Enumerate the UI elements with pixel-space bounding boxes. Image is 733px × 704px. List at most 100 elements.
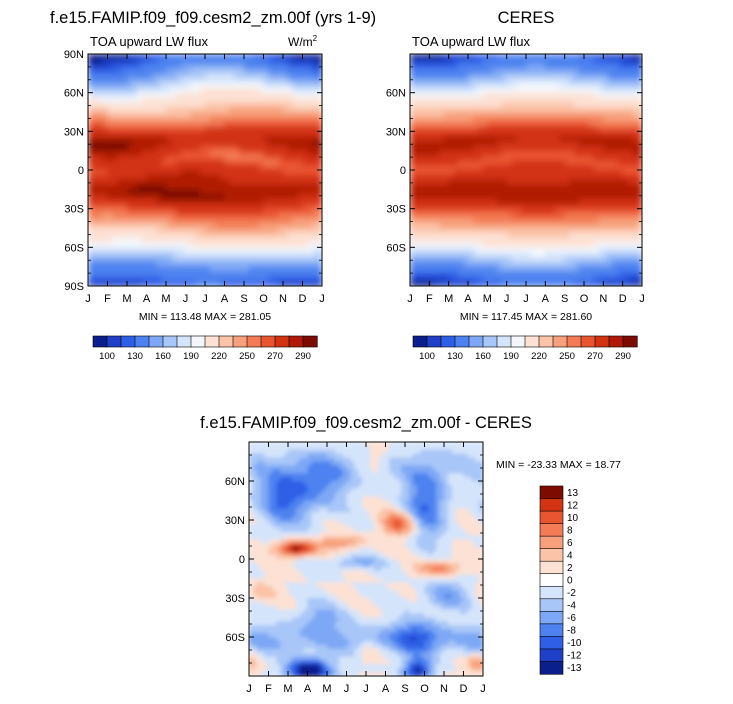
- colorbar-swatch: [580, 335, 596, 348]
- colorbar-swatch: [288, 335, 304, 348]
- y-tick-label: 90S: [64, 281, 84, 293]
- diff-stats: MIN = -23.33 MAX = 18.77: [496, 459, 621, 471]
- colorbar-swatch: [552, 335, 568, 348]
- colorbar-swatch: [539, 623, 564, 637]
- x-tick-label: M: [283, 683, 292, 695]
- model-heatmap: [88, 54, 322, 286]
- colorbar-swatch: [218, 335, 234, 348]
- colorbar-label: -13: [567, 663, 582, 674]
- colorbar-label: 250: [239, 351, 255, 362]
- ceres-subtitle: TOA upward LW flux: [412, 34, 531, 49]
- x-tick-label: J: [202, 293, 208, 305]
- x-tick-label: O: [259, 293, 268, 305]
- x-tick-label: J: [183, 293, 189, 305]
- ceres-stats: MIN = 117.45 MAX = 281.60: [460, 311, 592, 323]
- colorbar-label: 2: [567, 563, 573, 574]
- colorbar-label: 190: [183, 351, 199, 362]
- colorbar-swatch: [260, 335, 276, 348]
- colorbar-swatch: [539, 548, 564, 562]
- x-tick-label: M: [322, 683, 331, 695]
- colorbar-swatch: [594, 335, 610, 348]
- colorbar-label: 290: [615, 351, 631, 362]
- y-tick-label: 60N: [225, 476, 245, 488]
- ceres-heatmap: [410, 54, 642, 286]
- colorbar-label: 130: [447, 351, 463, 362]
- x-tick-label: A: [464, 293, 472, 305]
- colorbar-swatch: [176, 335, 192, 348]
- x-tick-label: J: [319, 293, 325, 305]
- colorbar-swatch: [426, 335, 442, 348]
- x-tick-label: M: [161, 293, 170, 305]
- colorbar-swatch: [539, 661, 564, 675]
- colorbar-swatch: [274, 335, 290, 348]
- colorbar-swatch: [246, 335, 262, 348]
- colorbar-swatch: [622, 335, 638, 348]
- ceres-title: CERES: [498, 9, 555, 27]
- colorbar-label: 190: [503, 351, 519, 362]
- x-tick-label: N: [279, 293, 287, 305]
- colorbar-swatch: [92, 335, 108, 348]
- x-tick-label: A: [304, 683, 312, 695]
- x-tick-label: J: [523, 293, 529, 305]
- y-tick-label: 0: [400, 165, 406, 177]
- colorbar-swatch: [412, 335, 428, 348]
- colorbar-label: -2: [567, 588, 576, 599]
- colorbar-swatch: [162, 335, 178, 348]
- y-tick-label: 30N: [225, 515, 245, 527]
- x-tick-label: F: [265, 683, 272, 695]
- x-tick-label: D: [460, 683, 468, 695]
- y-tick-label: 30N: [64, 126, 84, 138]
- colorbar-swatch: [106, 335, 122, 348]
- diff-heatmap: [249, 442, 483, 676]
- colorbar-swatch: [539, 560, 564, 575]
- colorbar-swatch: [148, 335, 164, 348]
- x-tick-label: J: [246, 683, 252, 695]
- x-tick-label: A: [382, 683, 390, 695]
- model-units: W/m2: [288, 34, 318, 49]
- colorbar-swatch: [454, 335, 470, 348]
- colorbar-swatch: [204, 335, 220, 348]
- x-tick-label: J: [407, 293, 413, 305]
- x-tick-label: J: [480, 683, 486, 695]
- colorbar-swatch: [524, 335, 540, 348]
- y-tick-label: 90N: [64, 49, 84, 61]
- y-tick-label: 30S: [64, 204, 84, 216]
- colorbar-label: 250: [559, 351, 575, 362]
- model-title: f.e15.FAMIP.f09_f09.cesm2_zm.00f (yrs 1-…: [50, 9, 376, 27]
- x-tick-label: M: [444, 293, 453, 305]
- colorbar-swatch: [608, 335, 624, 348]
- colorbar-swatch: [510, 335, 526, 348]
- x-tick-label: A: [542, 293, 550, 305]
- y-tick-label: 0: [239, 554, 245, 566]
- colorbar-swatch: [539, 598, 564, 612]
- model-stats: MIN = 113.48 MAX = 281.05: [139, 311, 271, 323]
- colorbar-swatch: [539, 648, 564, 663]
- x-tick-label: N: [599, 293, 607, 305]
- x-tick-label: F: [426, 293, 433, 305]
- colorbar-label: 100: [99, 351, 115, 362]
- y-tick-label: 60S: [225, 632, 245, 644]
- colorbar-swatch: [440, 335, 456, 348]
- colorbar-label: 290: [295, 351, 311, 362]
- x-tick-label: D: [299, 293, 307, 305]
- colorbar-swatch: [539, 585, 564, 600]
- x-tick-label: N: [440, 683, 448, 695]
- y-tick-label: 30S: [225, 593, 245, 605]
- colorbar-swatch: [120, 335, 136, 348]
- colorbar-label: 100: [419, 351, 435, 362]
- colorbar-label: 12: [567, 500, 579, 511]
- y-tick-label: 0: [78, 165, 84, 177]
- model-colorbar: 100 130 160 190 220 250 270 290: [92, 335, 318, 362]
- colorbar-swatch: [539, 510, 564, 525]
- ceres-colorbar: 100 130 160 190 220 250 270 290: [412, 335, 638, 362]
- colorbar-label: 4: [567, 550, 573, 561]
- colorbar-label: 220: [211, 351, 227, 362]
- y-tick-label: 30S: [386, 204, 406, 216]
- colorbar-label: 0: [567, 576, 573, 587]
- y-tick-label: 60S: [386, 242, 406, 254]
- colorbar-swatch: [539, 498, 564, 512]
- colorbar-swatch: [566, 335, 582, 348]
